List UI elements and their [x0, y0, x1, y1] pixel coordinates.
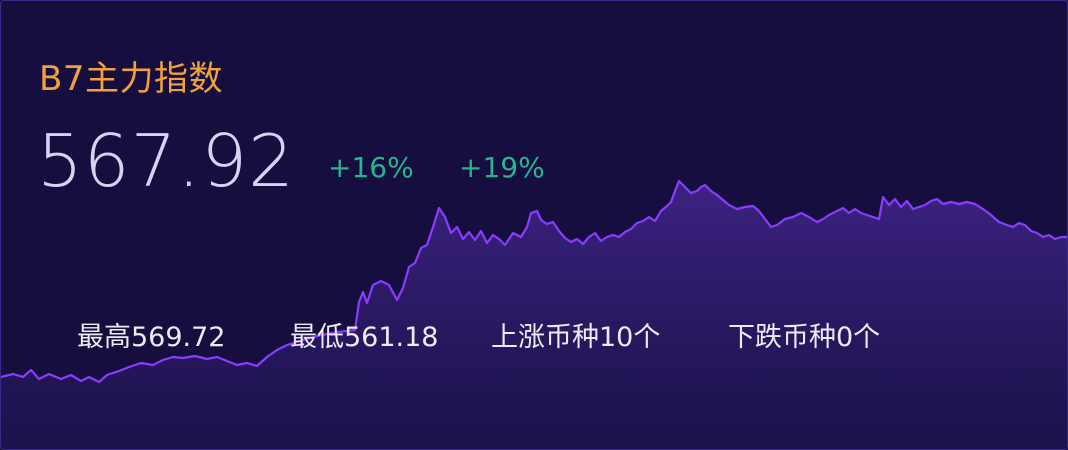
stat-down-count: 下跌币种0个: [728, 322, 881, 353]
index-price: 567.92: [37, 119, 295, 203]
sparkline-area: [1, 181, 1067, 449]
stat-high: 最高569.72: [77, 322, 226, 353]
change-badge-1: +16%: [328, 151, 414, 184]
change-badge-2: +19%: [459, 151, 545, 184]
stat-up-count: 上涨币种10个: [491, 322, 661, 353]
index-title: B7主力指数: [39, 59, 223, 99]
sparkline-line: [1, 179, 1067, 384]
stat-low: 最低561.18: [290, 322, 439, 353]
